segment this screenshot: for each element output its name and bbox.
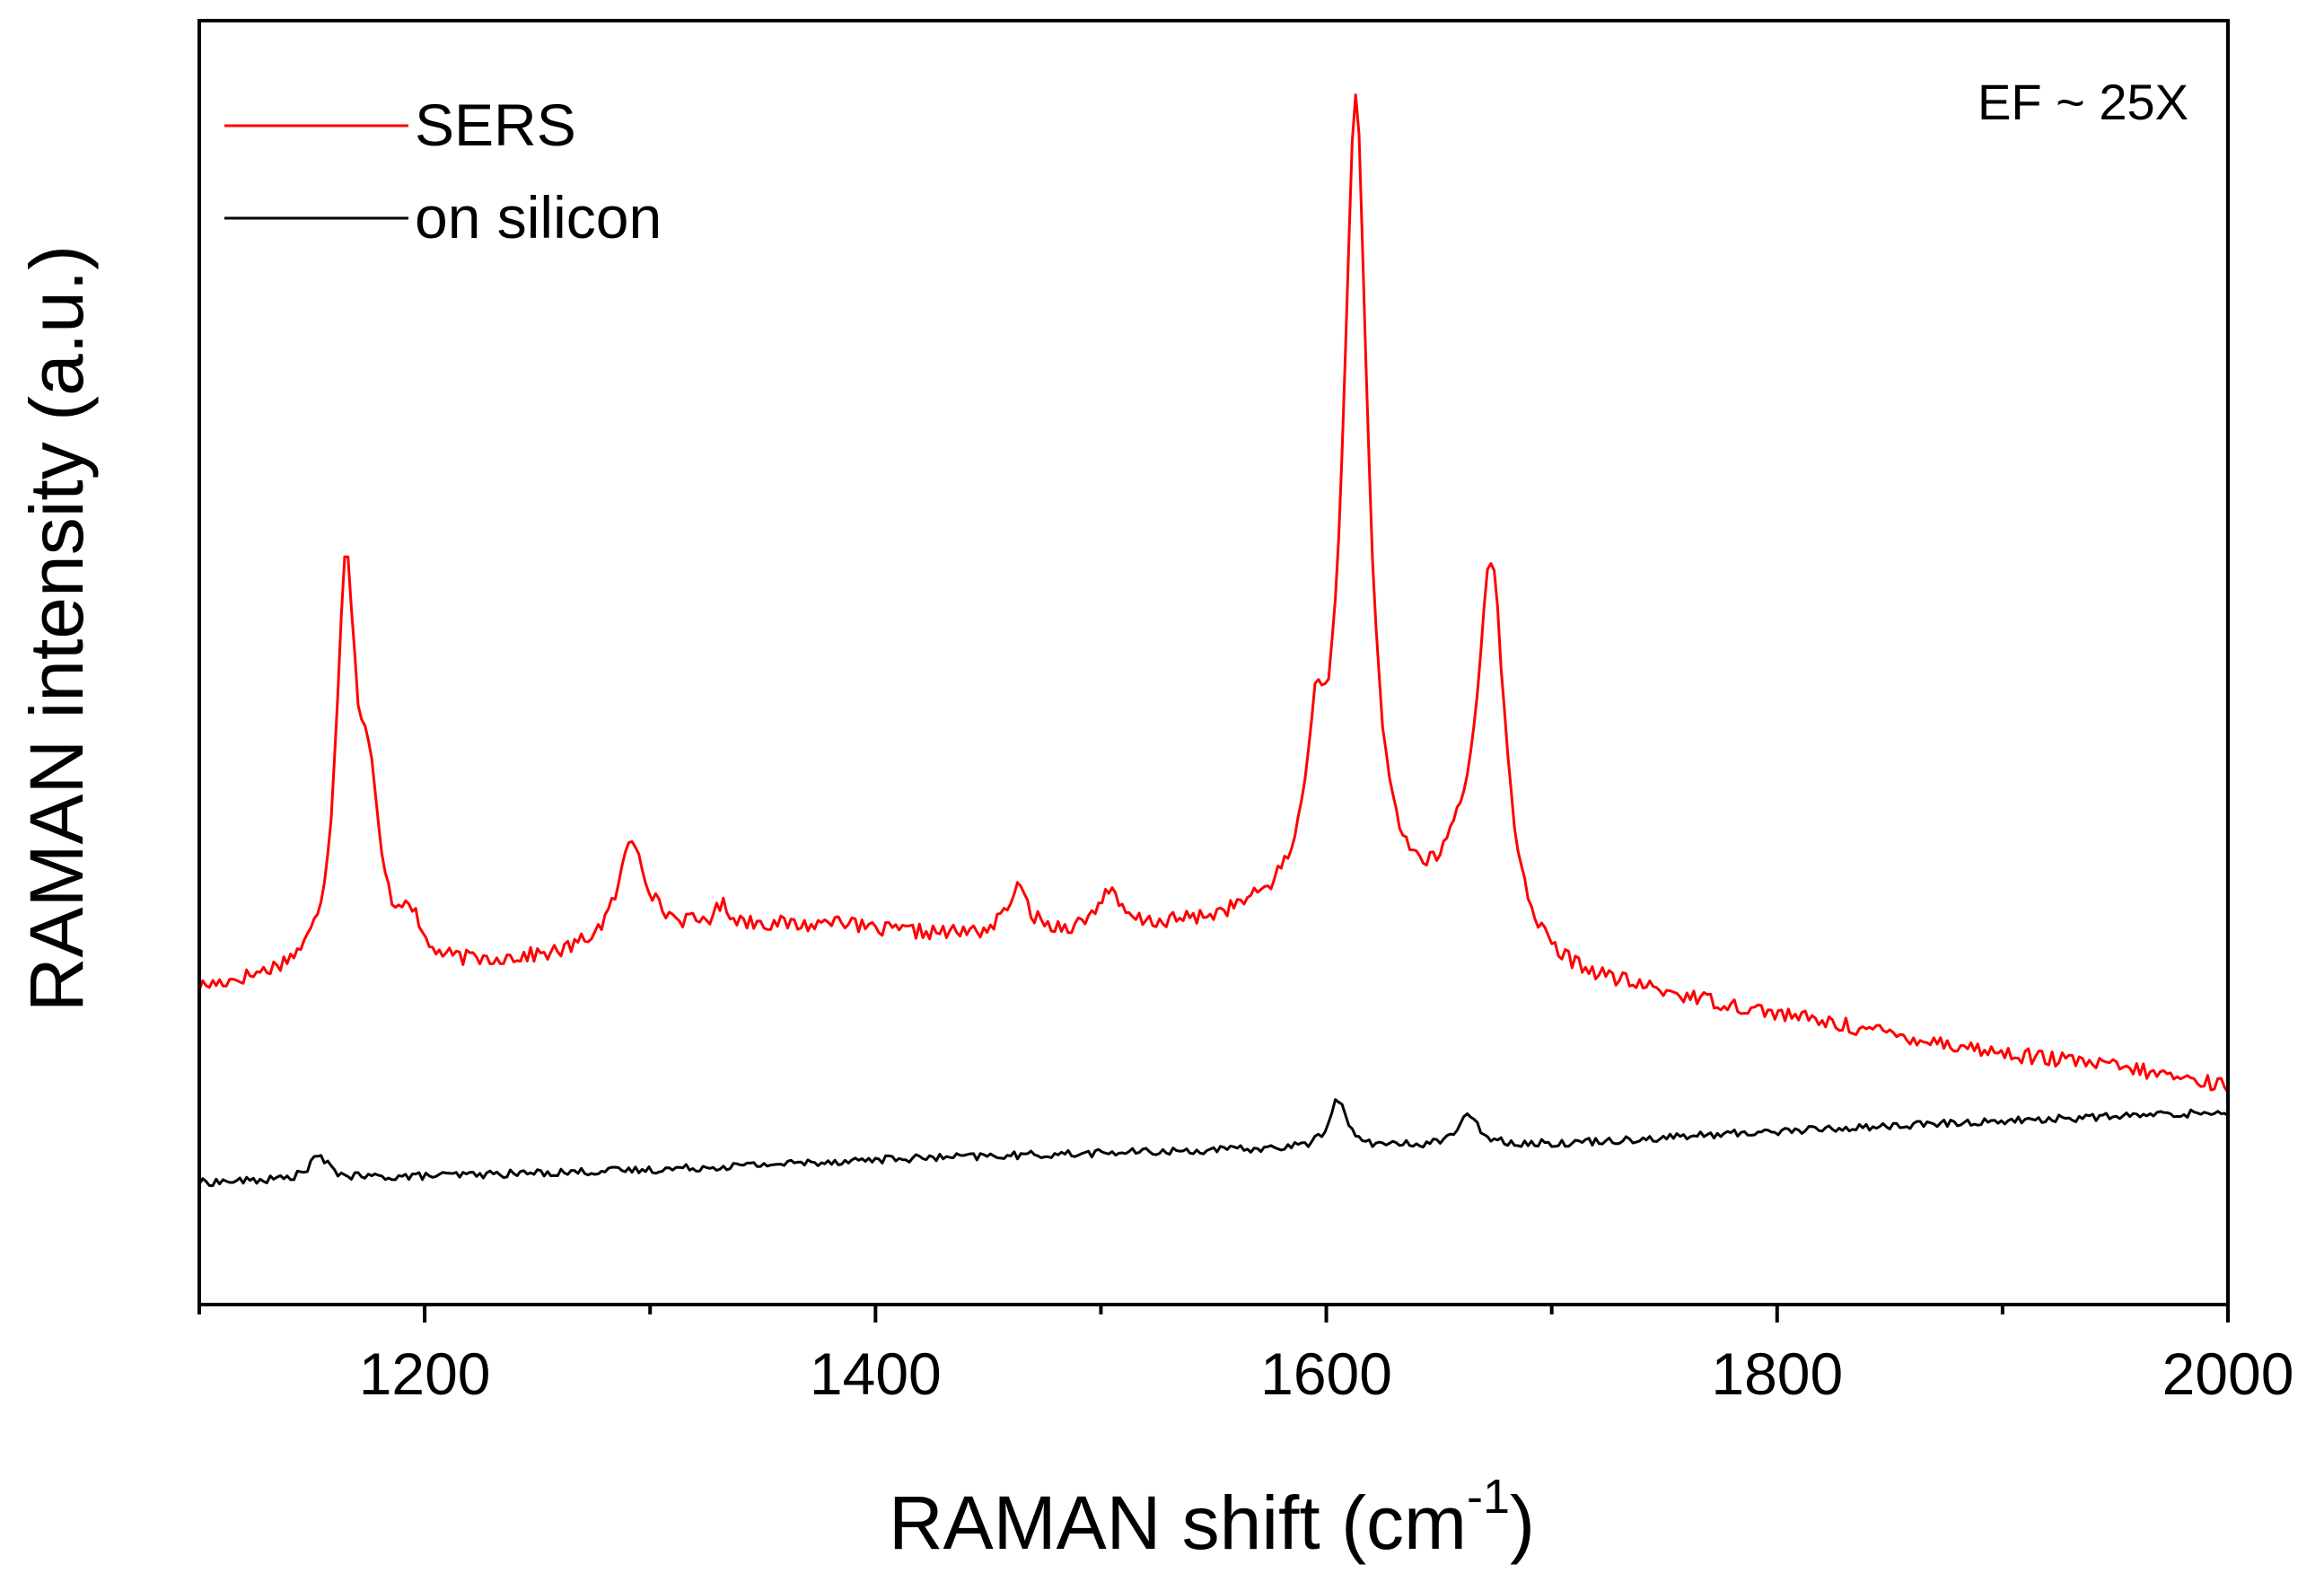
series-layer [197, 93, 2230, 1187]
series-line-sers [197, 93, 2230, 1094]
x-tick-label: 1400 [810, 1340, 942, 1407]
legend-label-sers: SERS [415, 92, 576, 158]
x-tick-label: 2000 [2162, 1340, 2294, 1407]
legend-label-silicon: on silicon [415, 184, 662, 250]
plot-frame [197, 19, 2230, 1306]
legend: SERS on silicon [224, 92, 662, 250]
x-tick-label: 1800 [1711, 1340, 1843, 1407]
series-line-on-silicon [197, 1098, 2229, 1187]
tick-layer: 1200 1400 1600 1800 2000 [197, 1305, 2294, 1407]
x-tick-label: 1200 [359, 1340, 491, 1407]
x-axis-label-main: RAMAN shift (cm [889, 1481, 1467, 1565]
x-axis-label: RAMAN shift (cm-1) [889, 1470, 1535, 1565]
x-axis-label-superscript: -1 [1467, 1470, 1510, 1524]
x-tick-label: 1600 [1260, 1340, 1392, 1407]
x-axis-label-close: ) [1510, 1481, 1535, 1565]
enhancement-factor-annotation: EF ~ 25X [1978, 74, 2188, 130]
y-axis-label: RAMAN intensity (a.u.) [14, 245, 99, 1012]
